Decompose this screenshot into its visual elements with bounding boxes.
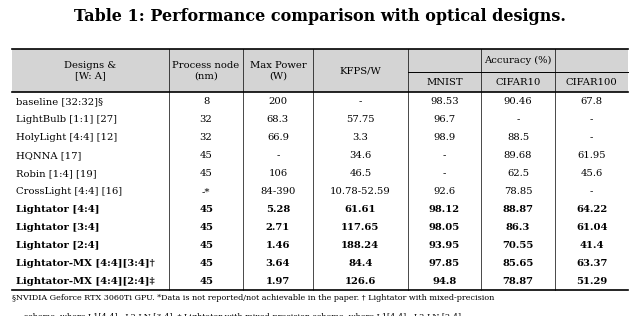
Text: Process node
(nm): Process node (nm) bbox=[172, 61, 240, 80]
Text: -: - bbox=[443, 169, 446, 178]
Text: 1.97: 1.97 bbox=[266, 277, 290, 286]
Text: 1.46: 1.46 bbox=[266, 241, 290, 250]
Text: 89.68: 89.68 bbox=[504, 151, 532, 160]
Text: 61.95: 61.95 bbox=[577, 151, 606, 160]
Text: -: - bbox=[358, 97, 362, 106]
Text: 45: 45 bbox=[200, 151, 212, 160]
Text: 45.6: 45.6 bbox=[580, 169, 603, 178]
Text: 45: 45 bbox=[199, 223, 213, 232]
Text: 10.78-52.59: 10.78-52.59 bbox=[330, 187, 390, 196]
Text: 41.4: 41.4 bbox=[579, 241, 604, 250]
Text: LightBulb [1:1] [27]: LightBulb [1:1] [27] bbox=[16, 115, 117, 124]
Text: Lightator-MX [4:4][3:4]†: Lightator-MX [4:4][3:4]† bbox=[16, 259, 155, 268]
Text: 32: 32 bbox=[200, 133, 212, 142]
Text: scheme, where L1[4:4] - L2:LN [3:4]. ‡ Lightator with mixed-precision scheme, wh: scheme, where L1[4:4] - L2:LN [3:4]. ‡ L… bbox=[24, 313, 464, 316]
Text: 2.71: 2.71 bbox=[266, 223, 290, 232]
Text: 66.9: 66.9 bbox=[267, 133, 289, 142]
Text: §NVIDIA Geforce RTX 3060Ti GPU. *Data is not reported/not achievable in the pape: §NVIDIA Geforce RTX 3060Ti GPU. *Data is… bbox=[12, 294, 494, 302]
Text: 45: 45 bbox=[200, 169, 212, 178]
Text: 67.8: 67.8 bbox=[580, 97, 603, 106]
Text: -: - bbox=[516, 115, 520, 124]
Text: 106: 106 bbox=[268, 169, 287, 178]
Text: 92.6: 92.6 bbox=[433, 187, 456, 196]
Text: Accuracy (%): Accuracy (%) bbox=[484, 56, 552, 65]
Text: 88.5: 88.5 bbox=[507, 133, 529, 142]
Text: -*: -* bbox=[202, 187, 211, 196]
Text: -: - bbox=[590, 187, 593, 196]
Text: Designs &
[W: A]: Designs & [W: A] bbox=[65, 61, 116, 80]
Text: 85.65: 85.65 bbox=[502, 259, 534, 268]
Text: HQNNA [17]: HQNNA [17] bbox=[16, 151, 81, 160]
Text: 45: 45 bbox=[199, 277, 213, 286]
Text: 94.8: 94.8 bbox=[432, 277, 456, 286]
Text: 45: 45 bbox=[199, 205, 213, 214]
Text: 64.22: 64.22 bbox=[576, 205, 607, 214]
Text: 90.46: 90.46 bbox=[504, 97, 532, 106]
Text: 93.95: 93.95 bbox=[429, 241, 460, 250]
Text: 61.04: 61.04 bbox=[576, 223, 607, 232]
Text: 57.75: 57.75 bbox=[346, 115, 374, 124]
Bar bbox=[12, 49, 628, 92]
Text: 78.85: 78.85 bbox=[504, 187, 532, 196]
Text: baseline [32:32]§: baseline [32:32]§ bbox=[16, 97, 103, 106]
Text: -: - bbox=[443, 151, 446, 160]
Text: 45: 45 bbox=[199, 259, 213, 268]
Text: -: - bbox=[590, 115, 593, 124]
Text: 84-390: 84-390 bbox=[260, 187, 296, 196]
Text: 34.6: 34.6 bbox=[349, 151, 371, 160]
Text: 3.64: 3.64 bbox=[266, 259, 290, 268]
Text: 51.29: 51.29 bbox=[576, 277, 607, 286]
Text: CIFAR10: CIFAR10 bbox=[495, 77, 541, 87]
Text: CrossLight [4:4] [16]: CrossLight [4:4] [16] bbox=[16, 187, 122, 196]
Text: 63.37: 63.37 bbox=[576, 259, 607, 268]
Text: Lightator [3:4]: Lightator [3:4] bbox=[16, 223, 99, 232]
Text: -: - bbox=[590, 133, 593, 142]
Text: 78.87: 78.87 bbox=[502, 277, 534, 286]
Text: 88.87: 88.87 bbox=[502, 205, 534, 214]
Text: 5.28: 5.28 bbox=[266, 205, 290, 214]
Text: Lightator [2:4]: Lightator [2:4] bbox=[16, 241, 99, 250]
Text: 62.5: 62.5 bbox=[507, 169, 529, 178]
Text: -: - bbox=[276, 151, 280, 160]
Text: 96.7: 96.7 bbox=[433, 115, 456, 124]
Text: 46.5: 46.5 bbox=[349, 169, 371, 178]
Text: 97.85: 97.85 bbox=[429, 259, 460, 268]
Text: Max Power
(W): Max Power (W) bbox=[250, 61, 307, 80]
Text: 98.12: 98.12 bbox=[429, 205, 460, 214]
Text: 61.61: 61.61 bbox=[344, 205, 376, 214]
Text: 126.6: 126.6 bbox=[344, 277, 376, 286]
Text: MNIST: MNIST bbox=[426, 77, 463, 87]
Text: 68.3: 68.3 bbox=[267, 115, 289, 124]
Text: Robin [1:4] [19]: Robin [1:4] [19] bbox=[16, 169, 97, 178]
Text: 70.55: 70.55 bbox=[502, 241, 534, 250]
Text: 117.65: 117.65 bbox=[341, 223, 380, 232]
Text: 200: 200 bbox=[268, 97, 287, 106]
Text: 3.3: 3.3 bbox=[353, 133, 368, 142]
Text: Table 1: Performance comparison with optical designs.: Table 1: Performance comparison with opt… bbox=[74, 8, 566, 25]
Text: Lightator [4:4]: Lightator [4:4] bbox=[16, 205, 99, 214]
Text: 32: 32 bbox=[200, 115, 212, 124]
Text: 45: 45 bbox=[199, 241, 213, 250]
Text: CIFAR100: CIFAR100 bbox=[566, 77, 618, 87]
Text: 98.53: 98.53 bbox=[430, 97, 459, 106]
Text: 8: 8 bbox=[203, 97, 209, 106]
Text: KFPS/W: KFPS/W bbox=[339, 66, 381, 75]
Text: Lightator-MX [4:4][2:4]‡: Lightator-MX [4:4][2:4]‡ bbox=[16, 277, 155, 286]
Text: 98.9: 98.9 bbox=[433, 133, 456, 142]
Text: 98.05: 98.05 bbox=[429, 223, 460, 232]
Text: 84.4: 84.4 bbox=[348, 259, 372, 268]
Text: HolyLight [4:4] [12]: HolyLight [4:4] [12] bbox=[16, 133, 117, 142]
Text: 188.24: 188.24 bbox=[341, 241, 380, 250]
Text: 86.3: 86.3 bbox=[506, 223, 531, 232]
